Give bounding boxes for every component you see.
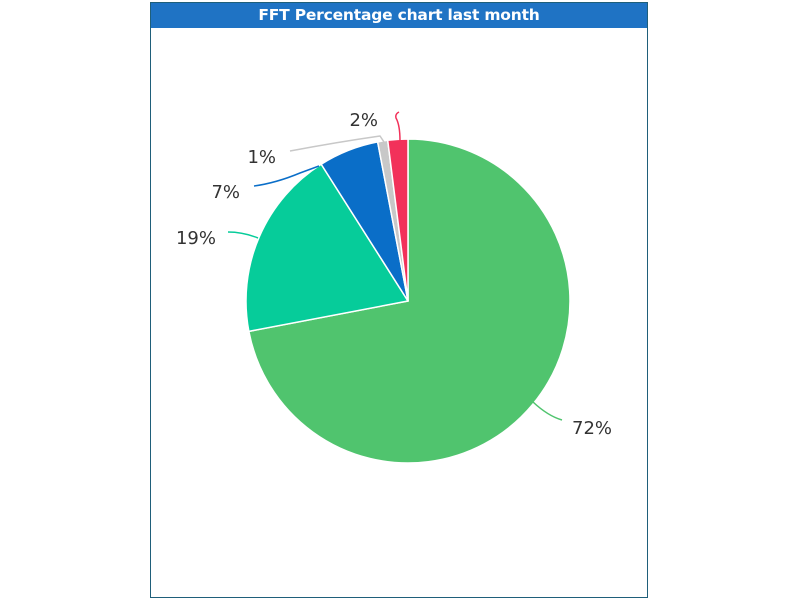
data-label: 72%: [572, 418, 612, 439]
chart-title: FFT Percentage chart last month: [151, 3, 647, 28]
leader-lines: [227, 111, 563, 421]
data-label: 1%: [247, 147, 276, 168]
pie-slice[interactable]: [386, 138, 409, 302]
data-label: 19%: [176, 228, 216, 249]
leader-line: [532, 401, 563, 421]
leader-line: [253, 165, 320, 187]
pie-slice[interactable]: [248, 138, 571, 464]
data-label: 7%: [211, 182, 240, 203]
leader-line: [395, 111, 401, 142]
data-labels: 72% 19% 7% 1% 2%: [176, 110, 612, 439]
pie-slice[interactable]: [245, 163, 409, 333]
leader-line: [227, 231, 259, 239]
data-label: 2%: [349, 110, 378, 131]
pie-slices: [245, 138, 571, 464]
leader-line: [289, 135, 385, 152]
